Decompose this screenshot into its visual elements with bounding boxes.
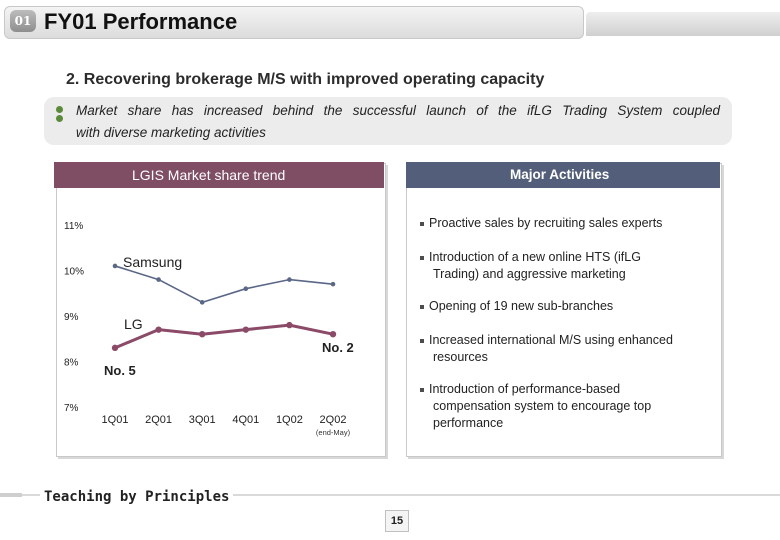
data-point-samsung: [243, 286, 249, 292]
series-line-samsung: [114, 265, 334, 304]
page-number: 15: [385, 510, 409, 532]
data-point-lg: [329, 331, 337, 338]
bullet-icon: [56, 106, 63, 113]
data-point-samsung: [112, 263, 118, 269]
data-point-samsung: [330, 281, 336, 287]
note-text-line-1: Market share has increased behind the su…: [76, 103, 720, 118]
x-tick-label: 1Q02: [276, 414, 303, 426]
y-tick-label: 11%: [64, 221, 83, 232]
activity-text: Introduction of a new online HTS (ifLG: [429, 250, 641, 264]
activity-item: Increased international M/S using enhanc…: [420, 332, 673, 366]
activities-panel-title: Major Activities: [510, 167, 610, 182]
y-tick-label: 9%: [64, 312, 79, 323]
section-title: 2. Recovering brokerage M/S with improve…: [66, 71, 545, 88]
market-share-panel-title: LGIS Market share trend: [132, 167, 286, 183]
data-point-lg: [242, 326, 249, 333]
activity-item: Introduction of performance-based compen…: [420, 381, 651, 432]
footer-accent: [0, 493, 22, 497]
square-bullet-icon: [420, 338, 424, 343]
y-tick-label: 7%: [64, 403, 79, 414]
activity-item: Introduction of a new online HTS (ifLG T…: [420, 249, 641, 283]
data-point-samsung: [287, 277, 292, 282]
footer-divider: [0, 494, 780, 496]
page-title: FY01 Performance: [44, 9, 238, 34]
x-tick-label: 1Q01: [102, 414, 129, 426]
note-text-line-2: with diverse marketing activities: [76, 125, 266, 140]
market-share-panel-header: LGIS Market share trend: [54, 162, 384, 188]
square-bullet-icon: [420, 221, 424, 226]
activity-text: Increased international M/S using enhanc…: [429, 333, 673, 347]
section-number-badge: 01: [10, 10, 36, 32]
activity-text-cont: compensation system to encourage top: [433, 399, 652, 413]
rank-annotation: No. 5: [104, 363, 136, 378]
rank-annotation: No. 2: [322, 340, 354, 355]
y-tick-label: 10%: [64, 267, 84, 278]
x-tick-note: (end-May): [316, 428, 351, 437]
footer-text: Teaching by Principles: [40, 489, 234, 505]
data-point-lg: [111, 344, 119, 352]
data-point-samsung: [156, 277, 161, 282]
x-tick-label: 4Q01: [232, 414, 259, 426]
market-share-panel: [56, 163, 386, 457]
data-point-lg: [199, 331, 206, 338]
series-label: LG: [124, 316, 143, 332]
title-bar: [4, 6, 584, 39]
activities-panel-header: Major Activities: [406, 162, 720, 188]
data-point-lg: [286, 321, 293, 329]
activity-text-cont: performance: [433, 416, 504, 430]
activity-text-cont: resources: [433, 350, 488, 364]
activity-text: Introduction of performance-based: [429, 382, 621, 396]
data-point-lg: [155, 326, 162, 333]
note-box: [44, 97, 732, 145]
activity-text-cont: Trading) and aggressive marketing: [433, 267, 626, 281]
x-tick-label: 3Q01: [189, 414, 216, 426]
activities-panel: [406, 163, 722, 457]
bullet-icon: [56, 115, 63, 122]
activity-item: Proactive sales by recruiting sales expe…: [420, 215, 662, 232]
activity-item: Opening of 19 new sub-branches: [420, 298, 613, 315]
activity-text: Proactive sales by recruiting sales expe…: [429, 216, 663, 230]
data-point-samsung: [199, 300, 205, 305]
x-tick-label: 2Q01: [145, 414, 172, 426]
activity-text: Opening of 19 new sub-branches: [429, 299, 614, 313]
square-bullet-icon: [420, 255, 424, 260]
series-label: Samsung: [123, 254, 182, 270]
square-bullet-icon: [420, 387, 424, 392]
series-line-lg: [114, 323, 334, 350]
x-tick-label: 2Q02: [320, 414, 347, 426]
square-bullet-icon: [420, 304, 424, 309]
y-tick-label: 8%: [64, 358, 79, 369]
header-decoration: [586, 12, 780, 36]
